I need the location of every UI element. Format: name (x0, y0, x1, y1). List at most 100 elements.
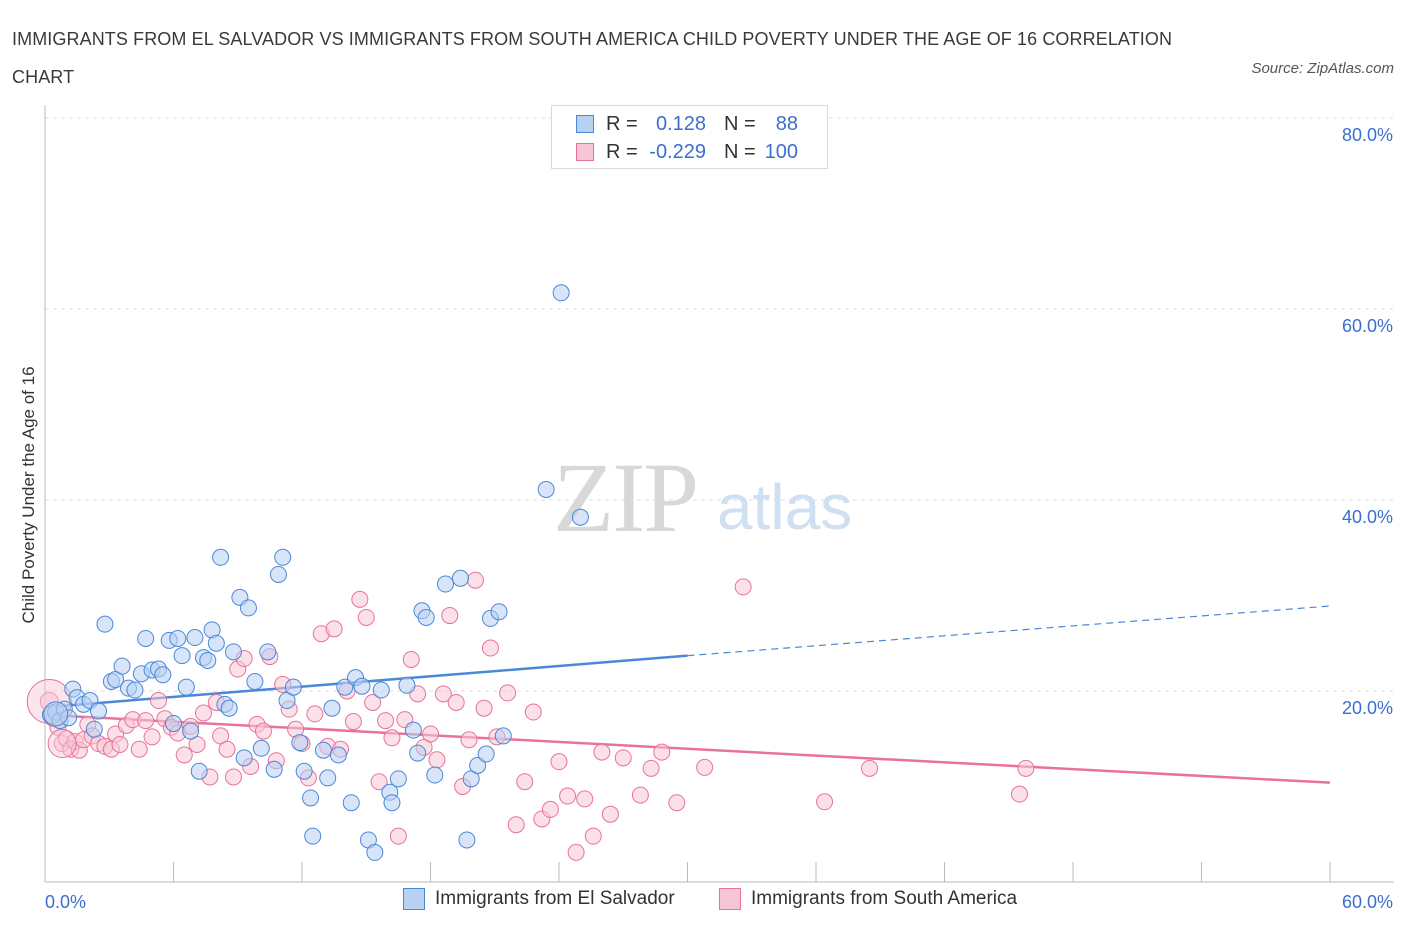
data-point-south-america (254, 722, 272, 740)
data-point-south-america (377, 712, 395, 730)
chart-title: IMMIGRANTS FROM EL SALVADOR VS IMMIGRANT… (12, 29, 1173, 87)
data-point-el-salvador (304, 827, 322, 845)
data-point-south-america (1010, 785, 1028, 803)
data-point-el-salvador (212, 548, 230, 566)
data-point-south-america (306, 705, 324, 723)
data-point-south-america (642, 759, 660, 777)
legend-r-label: R = (606, 140, 638, 163)
data-point-south-america (601, 805, 619, 823)
data-point-south-america (422, 725, 439, 743)
legend-item-el-salvador[interactable]: Immigrants from El Salvador (403, 888, 675, 910)
legend-swatch-pink (576, 143, 594, 161)
data-point-el-salvador (342, 794, 360, 812)
data-point-el-salvador (85, 720, 103, 738)
data-point-south-america (325, 620, 343, 638)
data-point-south-america (150, 692, 168, 710)
data-point-el-salvador (177, 678, 195, 696)
data-point-el-salvador (494, 727, 512, 745)
data-point-el-salvador (126, 681, 144, 699)
legend-item-south-america[interactable]: Immigrants from South America (719, 888, 1017, 910)
trend-line-el-salvador-projection (687, 605, 1331, 657)
data-point-el-salvador (552, 284, 570, 302)
legend-n-label: N = (724, 140, 756, 163)
data-point-el-salvador (291, 734, 309, 752)
data-point-south-america (614, 749, 632, 767)
data-point-south-america (351, 590, 369, 608)
data-point-south-america (218, 740, 236, 758)
data-point-south-america (516, 773, 534, 791)
data-point-south-america (507, 816, 525, 834)
data-point-south-america (499, 684, 517, 702)
data-point-south-america (668, 794, 686, 812)
legend-swatch-pink (719, 888, 741, 910)
data-point-el-salvador (398, 676, 416, 694)
data-point-south-america (194, 704, 212, 722)
data-point-el-salvador (477, 745, 495, 763)
data-point-south-america (137, 712, 155, 730)
data-point-el-salvador (246, 672, 264, 690)
data-point-south-america (593, 743, 611, 761)
data-point-south-america (383, 729, 401, 747)
series-legend: Immigrants from El Salvador Immigrants f… (0, 888, 1406, 916)
source-label: Source: ZipAtlas.com (1251, 60, 1394, 77)
legend-swatch-blue (403, 888, 425, 910)
data-point-el-salvador (154, 666, 172, 684)
data-point-el-salvador (165, 714, 182, 732)
watermark-atlas: atlas (717, 471, 853, 543)
tick-labels: 20.0% 40.0% 60.0% 80.0% 0.0% 60.0% (45, 125, 1393, 912)
data-point-south-america (175, 746, 193, 764)
data-point-el-salvador (269, 565, 287, 583)
data-point-south-america (344, 713, 362, 731)
y-axis-label: Child Poverty Under the Age of 16 (19, 366, 38, 623)
data-point-south-america (460, 731, 478, 749)
legend-row-el-salvador: R = 0.128 N = 88 (576, 112, 798, 136)
data-point-el-salvador (259, 643, 277, 661)
data-point-el-salvador (383, 794, 401, 812)
data-point-south-america (143, 728, 161, 746)
y-tick-label: 20.0% (1342, 698, 1393, 718)
data-point-el-salvador (417, 608, 435, 626)
data-point-el-salvador (366, 843, 384, 861)
data-point-el-salvador (137, 629, 155, 647)
data-point-el-salvador (426, 766, 444, 784)
data-point-el-salvador (302, 789, 320, 807)
data-point-south-america (447, 693, 465, 711)
data-point-south-america (434, 685, 452, 703)
data-point-el-salvador (239, 599, 257, 617)
data-point-el-salvador (96, 615, 114, 633)
data-point-el-salvador (458, 831, 476, 849)
data-point-south-america (466, 571, 484, 589)
data-point-el-salvador (409, 744, 427, 762)
data-point-south-america (1017, 759, 1035, 777)
data-point-el-salvador (323, 699, 341, 717)
x-tick-label: 60.0% (1342, 892, 1393, 912)
data-point-el-salvador (451, 569, 469, 587)
data-point-el-salvador (252, 739, 270, 757)
data-point-el-salvador (220, 699, 238, 717)
legend-r-value: -0.229 (649, 140, 706, 163)
data-point-el-salvador (169, 629, 187, 647)
series-el-salvador (41, 284, 589, 861)
legend-item-label: Immigrants from El Salvador (435, 888, 675, 909)
data-point-el-salvador (372, 681, 390, 699)
data-point-south-america (541, 800, 559, 818)
y-tick-label: 40.0% (1342, 507, 1393, 527)
legend-item-label: Immigrants from South America (751, 888, 1018, 909)
data-point-south-america (567, 843, 585, 861)
data-point-south-america (389, 827, 407, 845)
y-tick-label: 80.0% (1342, 125, 1393, 145)
legend-n-value: 88 (775, 112, 798, 135)
data-point-south-america (402, 650, 420, 668)
data-point-el-salvador (353, 677, 371, 695)
data-point-south-america (584, 827, 602, 845)
data-point-south-america (653, 743, 671, 761)
data-point-south-america (357, 608, 375, 626)
data-point-el-salvador (199, 651, 217, 669)
data-point-south-america (370, 773, 388, 791)
correlation-legend: R = 0.128 N = 88 R = -0.229 N = 100 (551, 105, 828, 169)
data-point-south-america (524, 703, 542, 721)
data-point-el-salvador-cluster (43, 701, 69, 727)
data-point-el-salvador (404, 721, 422, 739)
data-point-el-salvador (490, 603, 508, 621)
axes (44, 105, 1394, 883)
